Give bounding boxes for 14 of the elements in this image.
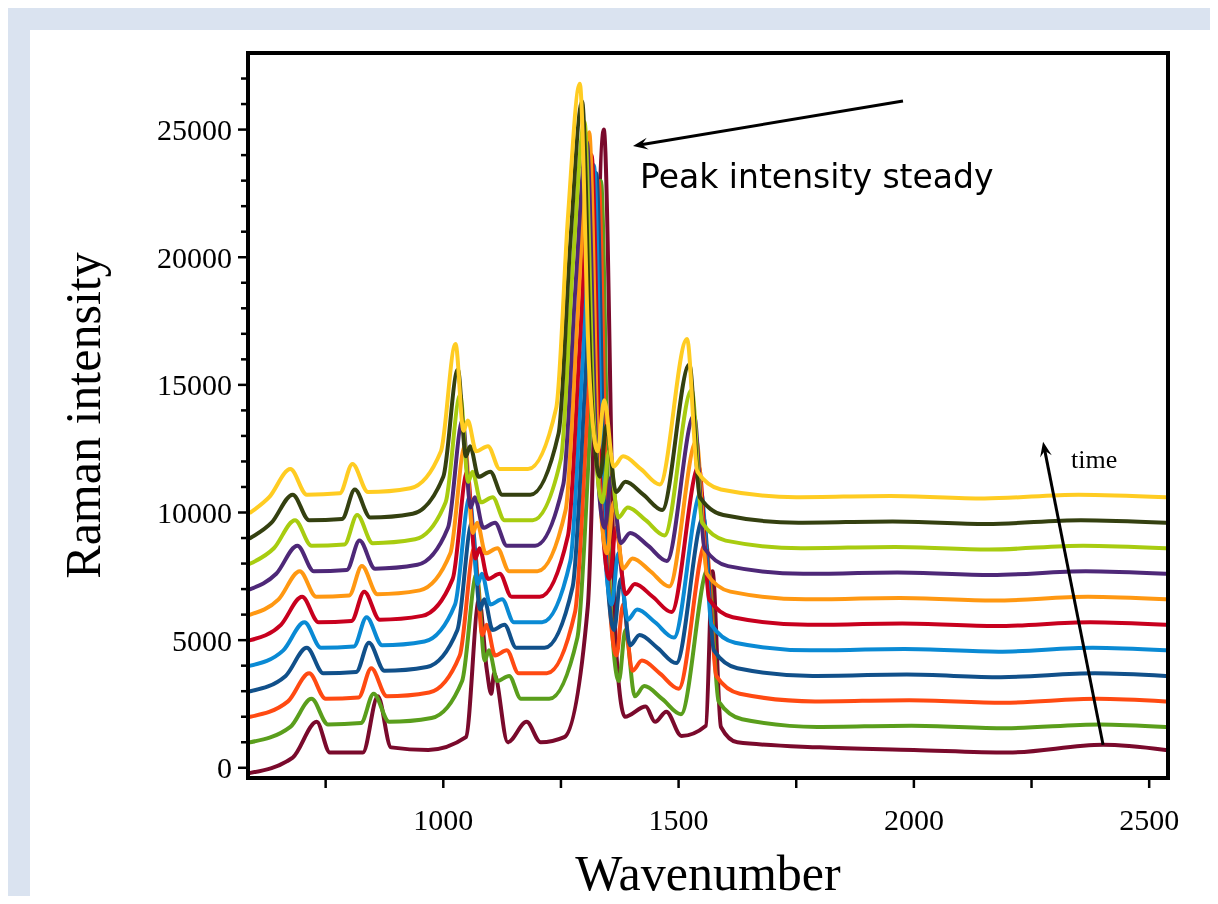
y-tick-label: 0 (217, 751, 232, 785)
y-tick-label: 20000 (157, 240, 232, 274)
x-tick-label: 1500 (648, 803, 709, 836)
y-tick-label: 25000 (157, 113, 232, 147)
y-tick-label: 5000 (172, 623, 232, 657)
x-tick-label: 2000 (883, 803, 944, 836)
x-axis-title: Wavenumber (575, 845, 841, 901)
x-tick-label: 2500 (1119, 803, 1180, 836)
annotation: time (1071, 444, 1118, 474)
annotation: Peak intensity steady (640, 157, 994, 196)
y-tick-label: 10000 (157, 496, 232, 530)
x-tick-label: 1000 (413, 803, 474, 836)
y-tick-label: 15000 (157, 368, 232, 402)
y-axis-title: Raman intensity (55, 252, 111, 579)
